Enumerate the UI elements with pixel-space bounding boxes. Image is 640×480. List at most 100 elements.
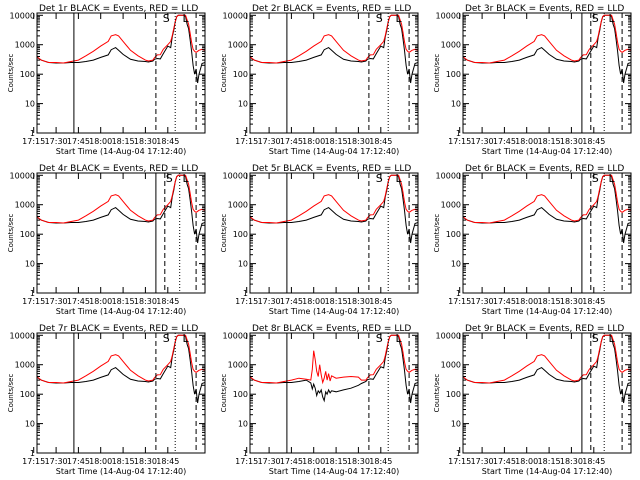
- region-label: S: [163, 12, 170, 25]
- y-axis-label: Counts/sec: [220, 54, 228, 93]
- y-tick-label: 10: [238, 100, 248, 109]
- y-tick-label: 1: [30, 289, 35, 298]
- x-tick-label: 18:45: [369, 297, 392, 306]
- series-line-events: [37, 334, 205, 404]
- x-tick-label: 18:30: [134, 137, 157, 146]
- plot-frame: [249, 332, 419, 454]
- y-tick-label: 100: [20, 230, 35, 239]
- x-tick-label: 18:15: [538, 137, 561, 146]
- x-tick-label: 17:45: [493, 457, 516, 466]
- y-tick-label: 10: [25, 100, 35, 109]
- x-tick-label: 18:15: [112, 297, 135, 306]
- y-tick-label: 100: [233, 230, 248, 239]
- x-axis-label: Start Time (14-Aug-04 17:12:40): [269, 307, 400, 316]
- y-tick-label: 1: [243, 449, 248, 458]
- x-tick-label: 18:15: [538, 297, 561, 306]
- x-tick-label: 17:45: [493, 297, 516, 306]
- region-label: L: [183, 172, 190, 185]
- x-tick-label: 18:45: [582, 297, 605, 306]
- x-tick-label: 17:15: [235, 457, 258, 466]
- region-label: L: [609, 172, 616, 185]
- x-axis-label: Start Time (14-Aug-04 17:12:40): [56, 307, 187, 316]
- y-tick-label: 1: [456, 449, 461, 458]
- region-label: L: [609, 12, 616, 25]
- x-tick-label: 18:30: [347, 297, 370, 306]
- region-label: S: [376, 332, 383, 345]
- y-tick-label: 10: [451, 100, 461, 109]
- x-axis-label: Start Time (14-Aug-04 17:12:40): [56, 467, 187, 476]
- series-line-lld: [250, 334, 418, 385]
- x-tick-label: 17:30: [258, 297, 281, 306]
- x-tick-label: 18:45: [582, 137, 605, 146]
- y-axis-label: Counts/sec: [7, 54, 15, 93]
- x-tick-label: 17:30: [471, 137, 494, 146]
- x-axis-label: Start Time (14-Aug-04 17:12:40): [269, 147, 400, 156]
- x-tick-label: 18:00: [89, 137, 112, 146]
- x-tick-label: 18:15: [325, 457, 348, 466]
- region-label: S: [163, 332, 170, 345]
- region-label: L: [183, 12, 190, 25]
- y-tick-label: 10000: [223, 171, 248, 180]
- x-tick-label: 17:30: [258, 137, 281, 146]
- y-tick-label: 10: [238, 420, 248, 429]
- x-tick-label: 18:45: [369, 137, 392, 146]
- y-tick-label: 1: [243, 289, 248, 298]
- x-tick-label: 17:15: [235, 137, 258, 146]
- plot-frame: [462, 12, 632, 134]
- x-tick-label: 17:30: [45, 137, 68, 146]
- y-tick-label: 10: [25, 260, 35, 269]
- x-tick-label: 18:30: [560, 137, 583, 146]
- x-tick-label: 17:15: [448, 137, 471, 146]
- y-tick-label: 1000: [228, 41, 248, 50]
- x-tick-label: 17:15: [22, 457, 45, 466]
- panel-title: Det 6r BLACK = Events, RED = LLD: [465, 164, 624, 174]
- y-tick-label: 1000: [228, 361, 248, 370]
- x-tick-label: 18:30: [560, 297, 583, 306]
- series-line-events: [250, 334, 418, 404]
- region-label: L: [396, 332, 403, 345]
- x-tick-label: 17:15: [448, 457, 471, 466]
- x-tick-label: 18:00: [302, 137, 325, 146]
- y-axis-label: Counts/sec: [433, 374, 441, 413]
- y-tick-label: 1: [243, 129, 248, 138]
- region-label: S: [592, 12, 599, 25]
- y-tick-label: 1000: [441, 361, 461, 370]
- region-label: L: [183, 332, 190, 345]
- plot-frame: [36, 332, 206, 454]
- x-tick-label: 18:00: [515, 297, 538, 306]
- x-tick-label: 18:00: [302, 457, 325, 466]
- x-tick-label: 17:45: [67, 137, 90, 146]
- y-tick-label: 1000: [15, 41, 35, 50]
- region-label: L: [396, 172, 403, 185]
- panel-title: Det 4r BLACK = Events, RED = LLD: [39, 164, 198, 174]
- x-tick-label: 18:00: [89, 297, 112, 306]
- x-tick-label: 17:15: [22, 297, 45, 306]
- y-tick-label: 1000: [441, 201, 461, 210]
- x-tick-label: 18:45: [582, 457, 605, 466]
- x-tick-label: 17:15: [22, 137, 45, 146]
- x-tick-label: 17:30: [258, 457, 281, 466]
- region-label: L: [396, 12, 403, 25]
- y-tick-label: 10000: [436, 11, 461, 20]
- x-tick-label: 17:30: [45, 297, 68, 306]
- x-tick-label: 18:15: [112, 137, 135, 146]
- x-tick-label: 18:15: [325, 137, 348, 146]
- x-tick-label: 17:45: [280, 457, 303, 466]
- series-line-lld: [463, 174, 631, 224]
- series-line-events: [463, 174, 631, 244]
- x-tick-label: 18:30: [134, 297, 157, 306]
- y-axis-label: Counts/sec: [433, 54, 441, 93]
- panel-title: Det 7r BLACK = Events, RED = LLD: [39, 324, 198, 334]
- series-line-events: [463, 334, 631, 404]
- y-tick-label: 10: [25, 420, 35, 429]
- y-tick-label: 100: [446, 230, 461, 239]
- y-axis-label: Counts/sec: [220, 214, 228, 253]
- x-axis-label: Start Time (14-Aug-04 17:12:40): [482, 147, 613, 156]
- x-tick-label: 18:15: [538, 457, 561, 466]
- x-tick-label: 18:45: [369, 457, 392, 466]
